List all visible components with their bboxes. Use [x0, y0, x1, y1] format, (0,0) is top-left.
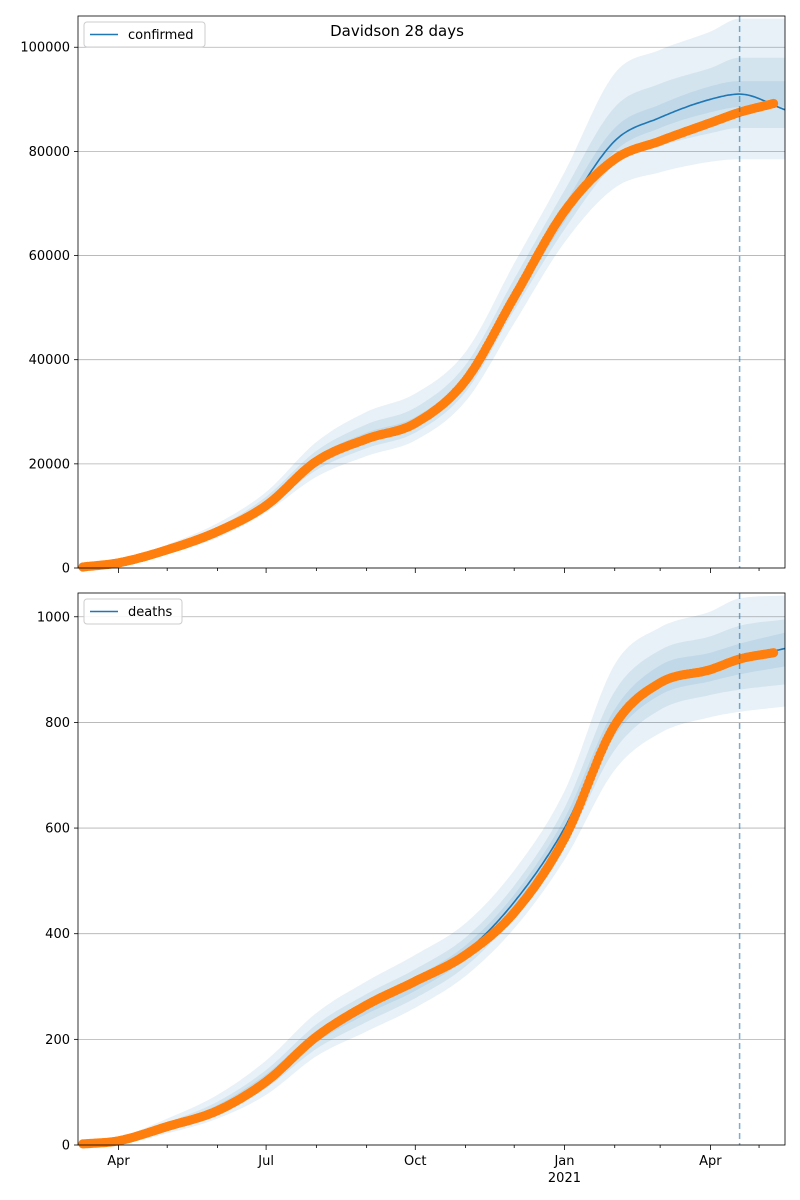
y-tick-label: 80000	[29, 145, 70, 160]
y-tick-label: 800	[45, 716, 70, 731]
x-tick-label: Apr	[107, 1154, 130, 1169]
y-tick-label: 1000	[37, 610, 70, 625]
confirmed-panel: 0 20000 40000 60000 80000 100000 confirmed	[20, 15, 786, 577]
y-tick-label: 40000	[29, 353, 70, 368]
legend: confirmed	[83, 21, 206, 48]
x-tick-label: Apr	[699, 1154, 722, 1169]
legend-box	[83, 598, 183, 625]
y-tick-label: 200	[45, 1033, 70, 1048]
axes-frame	[77, 592, 786, 1146]
x-tick-label: Oct	[404, 1154, 426, 1169]
deaths-panel: 0 200 400 600 800 1000 Apr Jul Oct Jan Apr 2021 deat…	[37, 592, 786, 1186]
legend-label: confirmed	[128, 28, 194, 43]
x-tick-label: Jan	[553, 1154, 574, 1169]
observed-point	[769, 648, 779, 658]
uncertainty-band	[78, 619, 785, 1145]
y-tick-label: 100000	[20, 41, 70, 56]
legend-label: deaths	[128, 605, 173, 620]
observed-point	[769, 98, 779, 109]
x-tick-label: Jul	[257, 1154, 274, 1169]
legend: deaths	[83, 598, 183, 625]
y-tick-label: 60000	[29, 249, 70, 264]
x-year-label: 2021	[548, 1171, 581, 1186]
y-tick-label: 600	[45, 822, 70, 837]
uncertainty-band	[78, 57, 785, 568]
legend-box	[83, 21, 206, 48]
y-tick-label: 0	[62, 562, 70, 577]
axes-frame	[77, 15, 786, 569]
y-tick-label: 0	[62, 1139, 70, 1154]
y-tick-label: 400	[45, 927, 70, 942]
y-tick-label: 20000	[29, 457, 70, 472]
figure-title: Davidson 28 days	[330, 22, 464, 40]
uncertainty-band	[78, 18, 785, 569]
